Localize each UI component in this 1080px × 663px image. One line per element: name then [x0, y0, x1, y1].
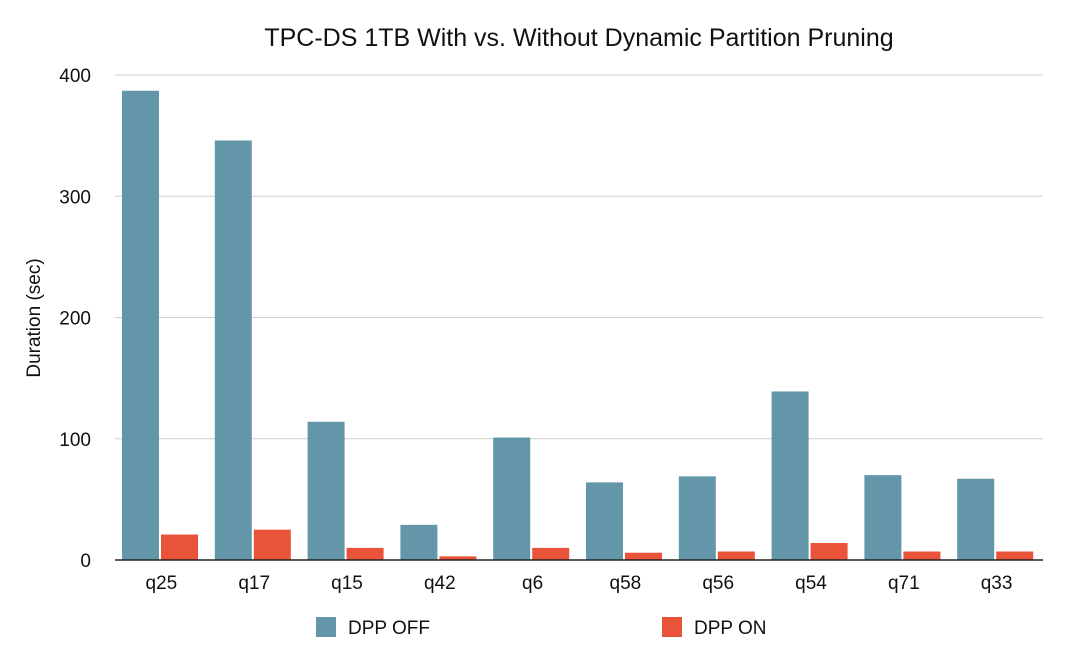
bar-dpp-off-q42: [400, 524, 438, 560]
chart-title: TPC-DS 1TB With vs. Without Dynamic Part…: [264, 24, 893, 52]
x-tick-label: q6: [522, 573, 543, 594]
bar-dpp-on-q58: [625, 552, 662, 560]
bar-dpp-off-q33: [957, 478, 995, 560]
x-tick-label: q56: [702, 573, 734, 594]
x-tick-label: q17: [238, 573, 270, 594]
x-axis-ticks: q25 q17 q15 q42 q6 q58 q56 q54 q71 q33: [146, 573, 1013, 594]
bar-dpp-off-q56: [678, 476, 716, 560]
bars: [122, 90, 1034, 560]
x-tick-label: q71: [888, 573, 920, 594]
legend-swatch-dpp-on: [662, 617, 682, 637]
bar-dpp-off-q17: [214, 140, 252, 560]
bar-dpp-off-q58: [586, 482, 623, 560]
y-tick-label: 200: [59, 309, 91, 330]
bar-dpp-on-q42: [439, 556, 477, 560]
legend: DPP OFF DPP ON: [316, 617, 767, 639]
x-tick-label: q33: [981, 573, 1013, 594]
bar-dpp-on-q25: [161, 534, 198, 560]
bar-dpp-off-q54: [771, 391, 809, 560]
bar-dpp-on-q15: [346, 547, 384, 560]
x-tick-label: q58: [610, 573, 642, 594]
legend-swatch-dpp-off: [316, 617, 336, 637]
bar-dpp-on-q6: [532, 547, 570, 560]
y-tick-label: 0: [80, 551, 91, 572]
legend-label-dpp-off: DPP OFF: [348, 618, 430, 639]
y-tick-label: 400: [59, 66, 91, 87]
gridlines: [115, 74, 1043, 440]
bar-dpp-off-q25: [122, 90, 159, 560]
bar-dpp-on-q54: [810, 543, 848, 560]
y-axis-ticks: 0 100 200 300 400: [59, 66, 91, 572]
y-axis-label: Duration (sec): [24, 258, 45, 377]
bar-dpp-off-q15: [307, 421, 345, 560]
x-tick-label: q25: [146, 573, 178, 594]
bar-dpp-off-q71: [864, 475, 902, 560]
y-tick-label: 300: [59, 187, 91, 208]
bar-dpp-on-q56: [717, 551, 755, 560]
y-tick-label: 100: [59, 430, 91, 451]
bar-dpp-on-q33: [996, 551, 1034, 560]
x-tick-label: q42: [424, 573, 456, 594]
bar-dpp-on-q17: [253, 529, 291, 560]
x-tick-label: q54: [795, 573, 827, 594]
legend-label-dpp-on: DPP ON: [694, 618, 767, 639]
bar-dpp-off-q6: [493, 437, 531, 560]
x-tick-label: q15: [331, 573, 363, 594]
bar-dpp-on-q71: [903, 551, 941, 560]
